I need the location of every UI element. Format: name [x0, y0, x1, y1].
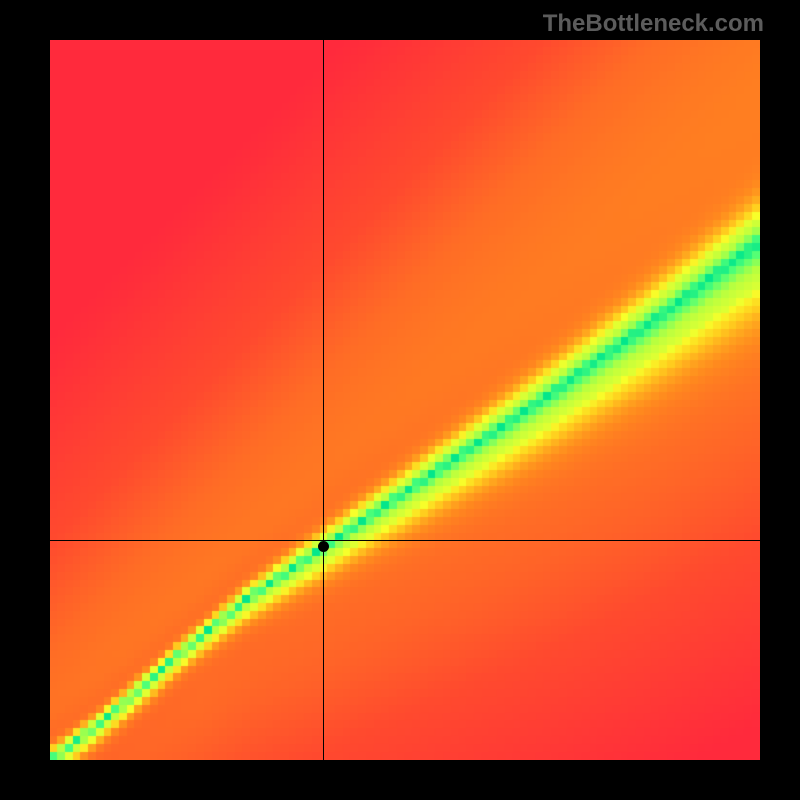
heatmap-canvas [50, 40, 760, 760]
marker-dot [318, 541, 329, 552]
plot-area [50, 40, 760, 760]
chart-container: TheBottleneck.com [0, 0, 800, 800]
crosshair-horizontal [50, 540, 760, 541]
crosshair-vertical [323, 40, 324, 760]
watermark-text: TheBottleneck.com [543, 10, 764, 38]
